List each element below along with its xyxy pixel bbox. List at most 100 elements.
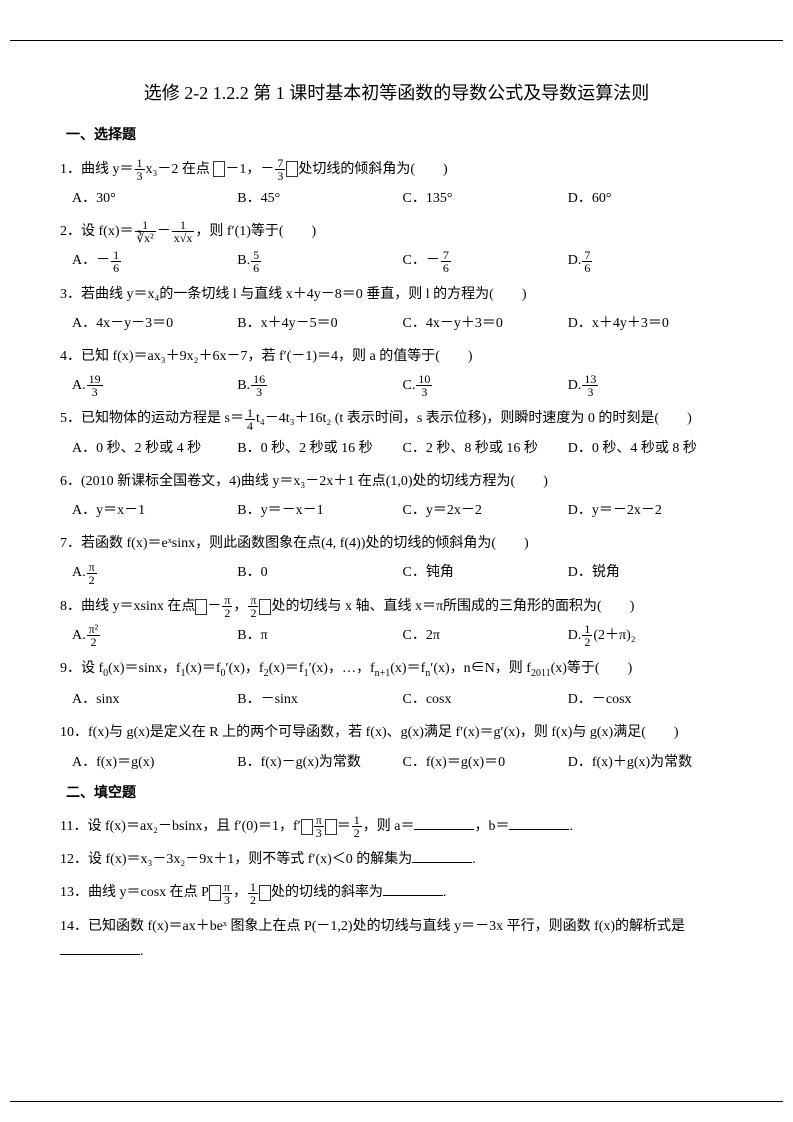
page-title: 选修 2-2 1.2.2 第 1 课时基本初等函数的导数公式及导数运算法则: [60, 77, 733, 109]
q2-opt-d: D.76: [568, 248, 733, 273]
q7-opt-d: D．锐角: [568, 560, 733, 585]
q13-c: 处的切线的斜率为: [271, 885, 383, 900]
q11-a: 11．设 f(x)＝ax₂－bsinx，且 f′(0)＝1，f′: [60, 819, 301, 834]
q8-options: A.π²2 B．π C．2π D.12(2＋π)₂: [72, 623, 733, 648]
section-1-header: 一、选择题: [66, 123, 733, 148]
question-8: 8．曲线 y＝xsinx 在点－π2，π2处的切线与 x 轴、直线 x＝π所围成…: [60, 594, 733, 619]
q3-opt-c: C．4x－y＋3＝0: [403, 311, 568, 336]
q8-stem-b: －: [207, 599, 221, 614]
q8-stem-d: 处的切线与 x 轴、直线 x＝π所围成的三角形的面积为( ): [271, 599, 634, 614]
q7-options: A.π2 B．0 C．钝角 D．锐角: [72, 560, 733, 585]
q10-opt-c: C．f(x)＝g(x)＝0: [403, 750, 568, 775]
q6-opt-b: B．y＝－x－1: [237, 498, 402, 523]
q6-opt-d: D．y＝－2x－2: [568, 498, 733, 523]
q7-opt-c: C．钝角: [403, 560, 568, 585]
q9-c: (x)＝f: [186, 661, 221, 676]
q9-opt-c: C．cosx: [403, 687, 568, 712]
blank-input[interactable]: [412, 848, 472, 863]
q9-f: ′(x)，…，f: [309, 661, 375, 676]
q8-opt-d: D.12(2＋π)₂: [568, 623, 733, 648]
q8-opt-c: C．2π: [403, 623, 568, 648]
q6-opt-c: C．y＝2x－2: [403, 498, 568, 523]
q1-stem-a: 1．曲线 y＝: [60, 162, 134, 177]
question-7: 7．若函数 f(x)＝eˣsinx，则此函数图象在点(4, f(4))处的切线的…: [60, 531, 733, 556]
q5-stem-a: 5．已知物体的运动方程是 s＝: [60, 411, 244, 426]
q9-opt-a: A．sinx: [72, 687, 237, 712]
question-14: 14．已知函数 f(x)＝ax＋beˣ 图象上在点 P(－1,2)处的切线与直线…: [60, 914, 733, 964]
bracket-icon: [259, 599, 271, 615]
frac-1-3: 13: [135, 157, 145, 182]
q9-opt-d: D．－cosx: [568, 687, 733, 712]
q11-c: ，则 a＝: [363, 819, 415, 834]
blank-input[interactable]: [509, 815, 569, 830]
q1-stem-c: －1，－: [225, 162, 274, 177]
q10-opt-b: B．f(x)－g(x)为常数: [237, 750, 402, 775]
bracket-icon: [301, 819, 313, 835]
q1-opt-a: A．30°: [72, 186, 237, 211]
q9-opt-b: B．－sinx: [237, 687, 402, 712]
question-11: 11．设 f(x)＝ax₂－bsinx，且 f′(0)＝1，f′π3＝12，则 …: [60, 814, 733, 839]
q5-opt-c: C．2 秒、8 秒或 16 秒: [403, 436, 568, 461]
q14-b: .: [140, 944, 144, 959]
q6-opt-a: A．y＝x－1: [72, 498, 237, 523]
bracket-icon: [195, 599, 207, 615]
q8-opt-a: A.π²2: [72, 623, 237, 648]
q8-opt-b: B．π: [237, 623, 402, 648]
frac-1-4: 14: [245, 407, 255, 432]
q9-e: (x)＝f: [269, 661, 304, 676]
question-6: 6．(2010 新课标全国卷文，4)曲线 y＝x₃－2x＋1 在点(1,0)处的…: [60, 469, 733, 494]
q1-stem-d: 处切线的倾斜角为( ): [298, 162, 447, 177]
q9-i: (x)等于( ): [551, 661, 633, 676]
q11-b: ＝: [337, 819, 351, 834]
q1-opt-b: B．45°: [237, 186, 402, 211]
q7-opt-b: B．0: [237, 560, 402, 585]
blank-input[interactable]: [383, 881, 443, 896]
q3-opt-d: D．x＋4y＋3＝0: [568, 311, 733, 336]
q11-d: ，b＝: [474, 819, 509, 834]
question-1: 1．曲线 y＝13x₃－2 在点 －1，－73 处切线的倾斜角为( ): [60, 157, 733, 182]
q4-options: A.193 B.163 C.103 D.133: [72, 373, 733, 398]
q1-opt-c: C．135°: [403, 186, 568, 211]
question-4: 4．已知 f(x)＝ax₃＋9x₂＋6x－7，若 f′(－1)＝4，则 a 的值…: [60, 344, 733, 369]
q3-options: A．4x－y－3＝0 B．x＋4y－5＝0 C．4x－y＋3＝0 D．x＋4y＋…: [72, 311, 733, 336]
q9-d: ′(x)，f: [226, 661, 264, 676]
q1-opt-d: D．60°: [568, 186, 733, 211]
bracket-icon: [209, 885, 221, 901]
q11-e: .: [569, 819, 573, 834]
q5-opt-b: B．0 秒、2 秒或 16 秒: [237, 436, 402, 461]
q2-options: A．－16 B.56 C．－76 D.76: [72, 248, 733, 273]
q13-d: .: [443, 885, 447, 900]
q2-opt-b: B.56: [237, 248, 402, 273]
frac-7-3: 73: [275, 157, 285, 182]
q5-options: A．0 秒、2 秒或 4 秒 B．0 秒、2 秒或 16 秒 C．2 秒、8 秒…: [72, 436, 733, 461]
q8-stem-c: ，: [233, 599, 247, 614]
q9-g: (x)＝f: [390, 661, 425, 676]
q4-opt-b: B.163: [237, 373, 402, 398]
q1-stem-b: x₃－2 在点: [146, 162, 210, 177]
q2-opt-c: C．－76: [403, 248, 568, 273]
question-10: 10．f(x)与 g(x)是定义在 R 上的两个可导函数，若 f(x)、g(x)…: [60, 720, 733, 745]
q6-options: A．y＝x－1 B．y＝－x－1 C．y＝2x－2 D．y＝－2x－2: [72, 498, 733, 523]
q7-opt-a: A.π2: [72, 560, 237, 585]
q8-stem-a: 8．曲线 y＝xsinx 在点: [60, 599, 195, 614]
section-2-header: 二、填空题: [66, 781, 733, 806]
q4-opt-a: A.193: [72, 373, 237, 398]
bracket-icon: [259, 885, 271, 901]
q2-stem-a: 2．设 f(x)＝: [60, 224, 134, 239]
blank-input[interactable]: [414, 815, 474, 830]
q4-opt-c: C.103: [403, 373, 568, 398]
question-9: 9．设 f0(x)＝sinx，f1(x)＝f0′(x)，f2(x)＝f1′(x)…: [60, 656, 733, 683]
blank-input[interactable]: [60, 940, 140, 955]
frac-q2b: 1x√x: [172, 219, 195, 244]
q9-h: ′(x)，n∈N，则 f: [430, 661, 531, 676]
bracket-icon: [213, 161, 225, 177]
q5-stem-b: t₄－4t₃＋16t₂ (t 表示时间，s 表示位移)，则瞬时速度为 0 的时刻…: [256, 411, 692, 426]
q2-stem-b: －: [157, 224, 171, 239]
q14-a: 14．已知函数 f(x)＝ax＋beˣ 图象上在点 P(－1,2)处的切线与直线…: [60, 919, 685, 934]
q1-options: A．30° B．45° C．135° D．60°: [72, 186, 733, 211]
sub-n1: n+1: [375, 668, 391, 679]
q2-opt-a: A．－16: [72, 248, 237, 273]
q10-opt-d: D．f(x)＋g(x)为常数: [568, 750, 733, 775]
question-3: 3．若曲线 y＝x₄的一条切线 l 与直线 x＋4y－8＝0 垂直，则 l 的方…: [60, 282, 733, 307]
q13-a: 13．曲线 y＝cosx 在点 P: [60, 885, 209, 900]
